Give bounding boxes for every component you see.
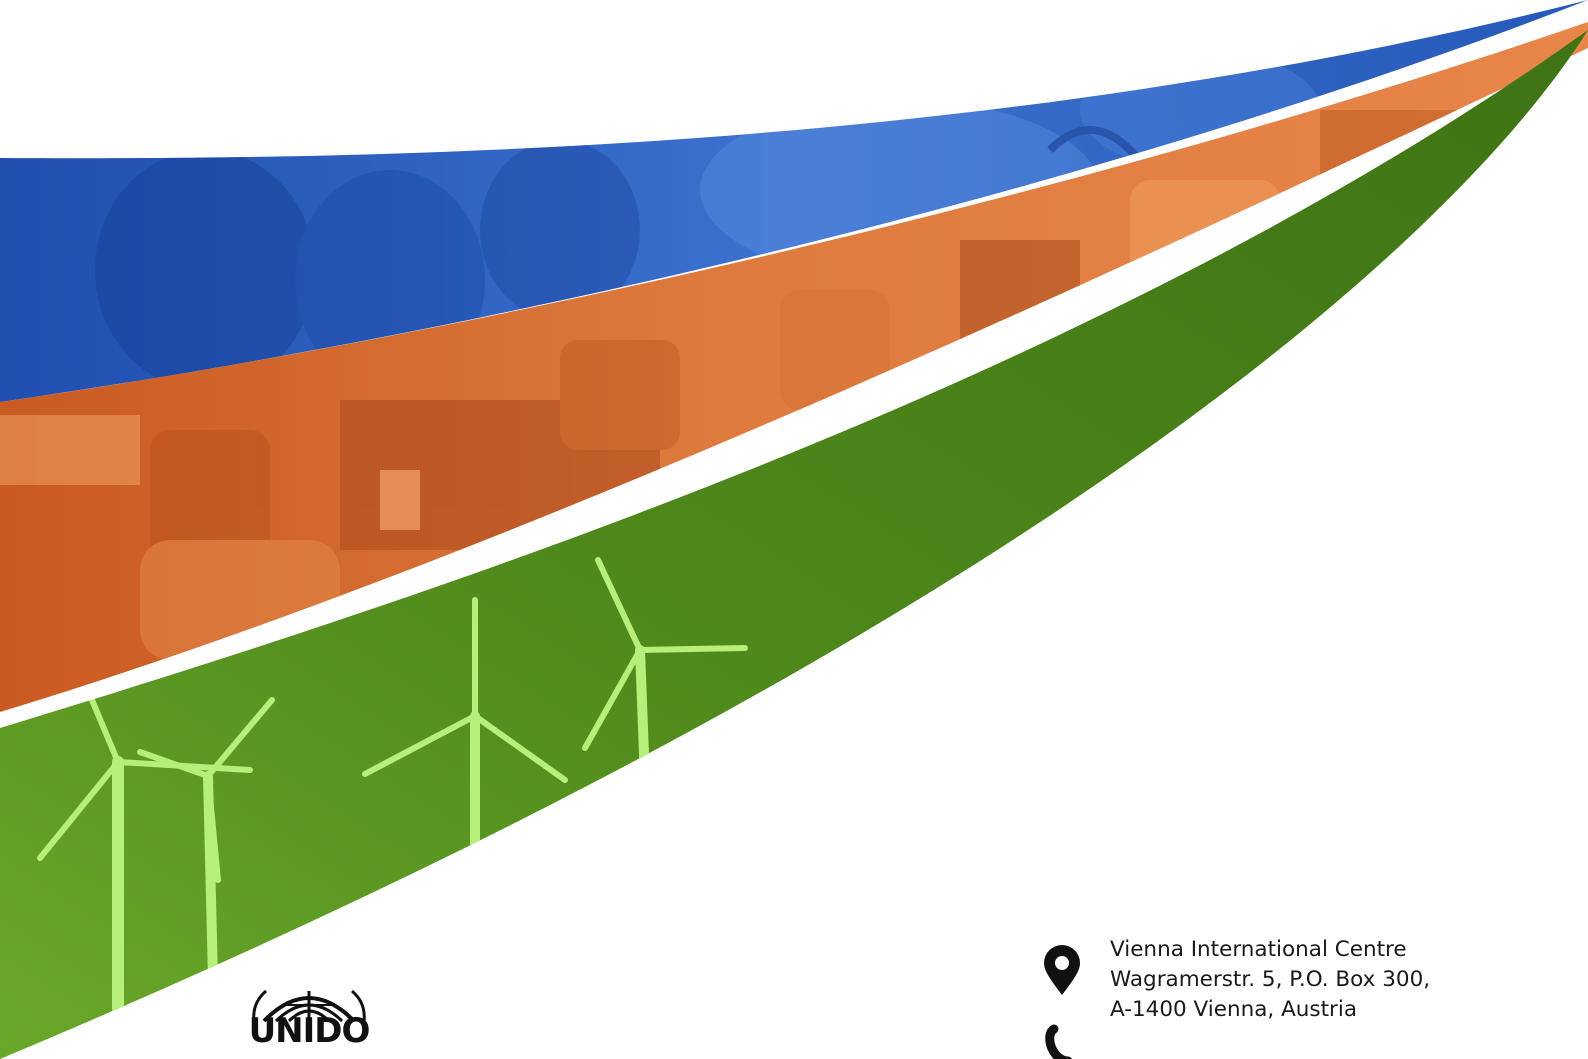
contact-block: Vienna International Centre Wagramerstr.… xyxy=(1040,935,1560,1059)
phone-icon xyxy=(1045,1024,1073,1059)
location-pin-icon xyxy=(1044,945,1080,995)
address-line-2: Wagramerstr. 5, P.O. Box 300, xyxy=(1110,967,1431,992)
un-emblem-icon xyxy=(252,989,366,1023)
unido-logo: UNIDO xyxy=(244,983,374,1059)
logo-wordmark: UNIDO xyxy=(248,1011,371,1051)
address-line-1: Vienna International Centre xyxy=(1110,937,1407,962)
address-line-3: A-1400 Vienna, Austria xyxy=(1110,997,1358,1022)
address-text: Vienna International Centre Wagramerstr.… xyxy=(1110,935,1430,1025)
blue-band xyxy=(0,0,1588,402)
